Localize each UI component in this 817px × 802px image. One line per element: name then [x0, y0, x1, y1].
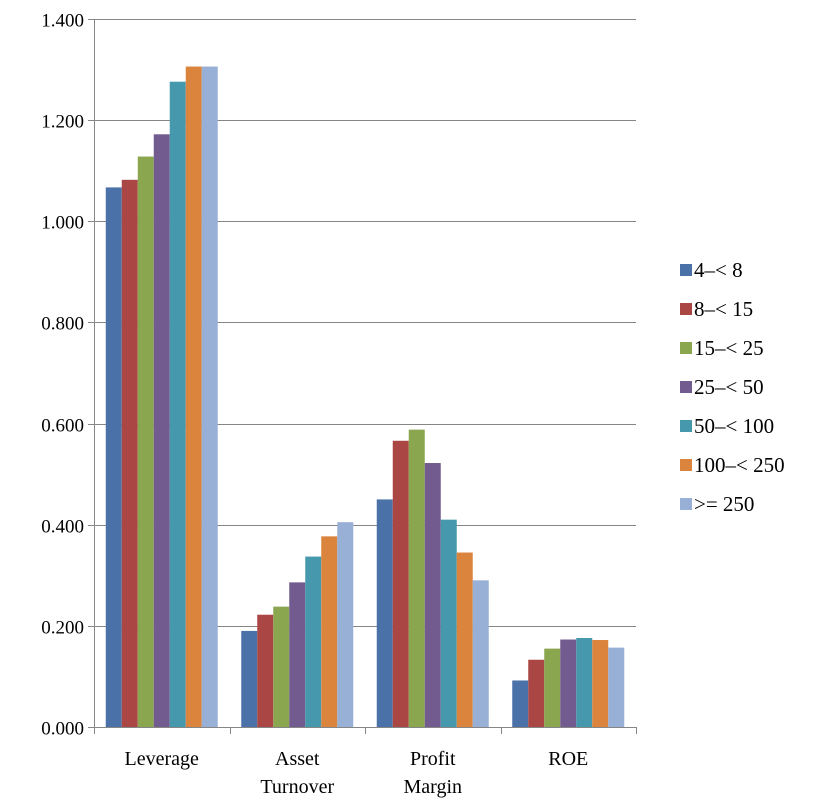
bar — [528, 659, 545, 727]
bar — [153, 134, 170, 727]
y-axis-ticks: 0.000 0.200 0.400 0.600 0.800 1.000 1.200 1.400 — [41, 11, 84, 740]
bar — [169, 81, 186, 728]
legend-swatch — [680, 498, 692, 510]
bar — [257, 614, 274, 727]
legend-label: 50–< 100 — [694, 414, 774, 438]
legend-label: 100–< 250 — [694, 453, 785, 477]
bar — [608, 647, 625, 727]
bar — [544, 648, 561, 727]
bar — [408, 429, 425, 727]
y-tick-label: 1.200 — [41, 112, 84, 133]
legend-label: 15–< 25 — [694, 336, 764, 360]
bar — [592, 640, 609, 727]
legend-swatch — [680, 381, 692, 393]
bar — [241, 630, 258, 727]
y-tick-label: 0.600 — [41, 416, 84, 437]
bar — [321, 536, 338, 727]
bar — [305, 556, 322, 727]
bar — [121, 179, 138, 727]
x-axis-label: ROE — [548, 748, 588, 770]
x-axis-label: Leverage — [125, 748, 200, 770]
x-axis-label: Asset — [275, 748, 320, 770]
legend-swatch — [680, 303, 692, 315]
legend-swatch — [680, 264, 692, 276]
bar — [560, 639, 577, 727]
x-axis-label: Profit — [410, 748, 456, 770]
bar — [576, 637, 593, 727]
bar — [185, 66, 202, 728]
y-tick-label: 0.800 — [41, 314, 84, 335]
x-axis-labels: Leverage Asset Turnover Profit Margin ROE — [125, 748, 589, 798]
legend-label: >= 250 — [694, 492, 754, 516]
bar — [105, 187, 122, 728]
legend-swatch — [680, 459, 692, 471]
legend-label: 8–< 15 — [694, 297, 753, 321]
bar — [137, 156, 154, 727]
bars — [105, 66, 625, 728]
x-axis-label: Margin — [403, 776, 462, 798]
bar — [456, 552, 473, 727]
bar — [201, 66, 218, 728]
bar — [289, 582, 306, 727]
legend-label: 4–< 8 — [694, 258, 743, 282]
y-tick-label: 0.200 — [41, 618, 84, 639]
x-axis-label: Turnover — [260, 776, 334, 798]
bar — [472, 580, 489, 727]
y-tick-label: 1.400 — [41, 11, 84, 32]
bar — [424, 463, 441, 727]
y-tick-label: 1.000 — [41, 213, 84, 234]
bar — [273, 606, 290, 727]
bar — [337, 522, 354, 727]
y-tick-label: 0.400 — [41, 517, 84, 538]
axes — [88, 19, 637, 734]
legend: 4–< 8 8–< 15 15–< 25 25–< 50 50–< 100 100–< 2… — [680, 258, 785, 516]
legend-label: 25–< 50 — [694, 375, 764, 399]
legend-swatch — [680, 342, 692, 354]
bar — [440, 519, 457, 727]
bar — [392, 440, 409, 727]
legend-swatch — [680, 420, 692, 432]
bar — [376, 499, 393, 727]
bar — [512, 680, 529, 727]
y-tick-label: 0.000 — [41, 719, 84, 740]
